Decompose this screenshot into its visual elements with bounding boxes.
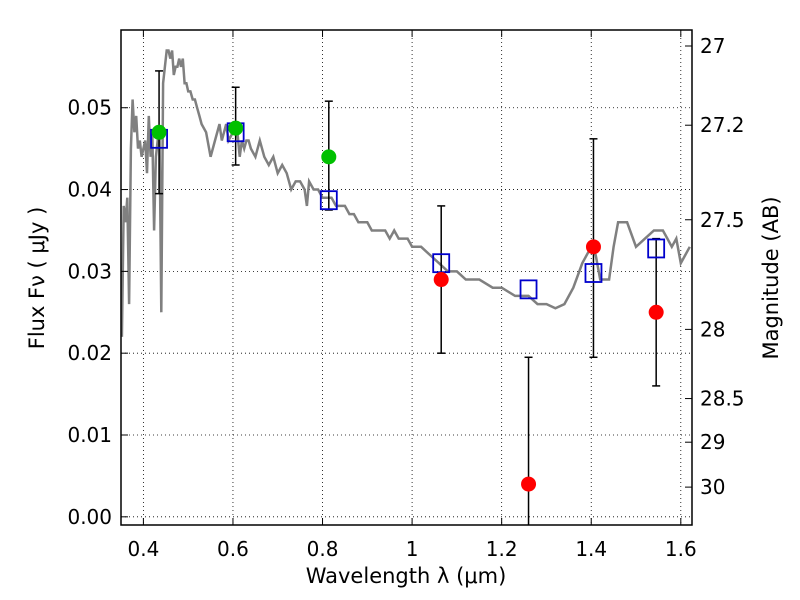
observed-point-green xyxy=(151,124,167,140)
right-tick-label: 29 xyxy=(700,430,725,454)
x-tick-label: 1.6 xyxy=(665,537,697,561)
x-tick-label: 0.6 xyxy=(217,537,249,561)
x-tick-label: 1 xyxy=(406,537,419,561)
model-photometry-box xyxy=(647,238,666,259)
right-tick-labels: 27 27.2 27.5 28 28.5 29 30 xyxy=(700,34,745,499)
x-tick-label: 0.8 xyxy=(307,537,339,561)
y-axis-label: Flux Fν ( μJy ) xyxy=(25,207,49,350)
y-tick-label: 0.03 xyxy=(67,259,112,283)
observed-point-red xyxy=(433,272,449,288)
model-photometry-box xyxy=(319,190,338,211)
plot-frame xyxy=(120,29,693,526)
observed-point-green xyxy=(228,120,244,136)
model-spectrum-line xyxy=(121,49,691,337)
model-photometry-box xyxy=(584,263,603,283)
x-axis-label: Wavelength λ (μm) xyxy=(306,564,507,588)
y-tick-label: 0.02 xyxy=(67,341,112,365)
right-axis-label-text: Magnitude (AB) xyxy=(759,196,783,359)
right-tick-label: 27.5 xyxy=(700,208,745,232)
x-tick-label: 1.4 xyxy=(575,537,607,561)
right-tick-label: 28 xyxy=(700,317,725,341)
y-tick-label: 0.04 xyxy=(67,178,112,202)
right-axis-label: Magnitude (AB) xyxy=(759,196,783,359)
y-tick-label: 0.05 xyxy=(67,96,112,120)
right-tick-label: 27.2 xyxy=(700,113,745,137)
observed-point-green xyxy=(321,149,337,165)
right-tick-label: 28.5 xyxy=(700,387,745,411)
observed-point-red xyxy=(648,304,664,320)
observed-point-red xyxy=(521,476,537,492)
model-photometry-box xyxy=(519,279,538,300)
plot-area xyxy=(121,49,691,525)
y-tick-labels: 0.00 0.01 0.02 0.03 0.04 0.05 xyxy=(67,96,112,529)
right-tick-label: 30 xyxy=(700,475,725,499)
y-axis-label-text: Flux Fν ( μJy ) xyxy=(25,207,49,350)
observed-point-red xyxy=(585,239,601,255)
x-axis-label-text: Wavelength λ (μm) xyxy=(306,564,507,588)
right-tick-label: 27 xyxy=(700,34,725,58)
x-tick-labels: 0.4 0.6 0.8 1 1.2 1.4 1.6 xyxy=(127,537,696,561)
y-tick-label: 0.01 xyxy=(67,423,112,447)
y-tick-label: 0.00 xyxy=(67,505,112,529)
x-tick-label: 1.2 xyxy=(486,537,518,561)
grid xyxy=(121,30,692,525)
x-tick-label: 0.4 xyxy=(127,537,159,561)
tick-marks xyxy=(121,30,692,525)
